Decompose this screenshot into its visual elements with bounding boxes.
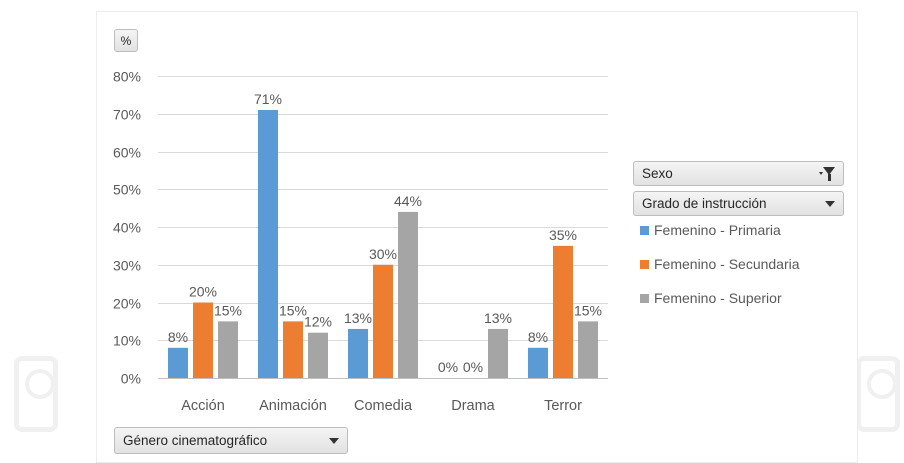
data-label: 71% [254, 91, 282, 107]
bar-acción-1 [168, 347, 188, 378]
dropdown-arrow-icon [819, 172, 823, 175]
chevron-down-icon [329, 437, 339, 444]
measure-field-label: % [120, 33, 132, 48]
data-label: 12% [304, 314, 332, 330]
data-label: 0% [463, 359, 483, 375]
data-label: 35% [549, 227, 577, 243]
y-tick-label: 30% [113, 258, 141, 274]
y-tick-label: 40% [113, 220, 141, 236]
bar-terror-2 [553, 245, 573, 378]
y-tick-label: 20% [113, 296, 141, 312]
x-tick-label: Animación [259, 398, 327, 414]
filter-icon [823, 167, 835, 181]
filter-field-button-sexo[interactable]: Sexo [633, 161, 844, 186]
filter-field-label: Sexo [642, 166, 673, 181]
legend-field-button-grado[interactable]: Grado de instrucción [633, 191, 844, 216]
x-tick-label: Comedia [354, 398, 413, 414]
y-axis-ticks: 0% 10% 20% 30% 40% 50% 60% 70% 80% [113, 69, 141, 387]
legend-swatch [640, 259, 649, 269]
y-tick-label: 0% [121, 371, 141, 387]
y-tick-label: 80% [113, 69, 141, 85]
x-axis-ticks: Acción Animación Comedia Drama Terror [181, 398, 582, 414]
data-label: 8% [168, 329, 188, 345]
data-label: 13% [484, 310, 512, 326]
bar-animación-3 [308, 332, 328, 378]
y-tick-label: 10% [113, 333, 141, 349]
axis-field-label: Género cinematográfico [123, 433, 268, 448]
data-label: 44% [394, 193, 422, 209]
data-label: 8% [528, 329, 548, 345]
legend-field-label: Grado de instrucción [642, 196, 767, 211]
x-tick-label: Acción [181, 398, 225, 414]
axis-field-button-genero[interactable]: Género cinematográfico [114, 427, 348, 454]
data-label: 0% [438, 359, 458, 375]
legend-item: Femenino - Secundaria [640, 256, 800, 272]
data-label: 30% [369, 246, 397, 262]
x-tick-label: Terror [544, 398, 582, 414]
bar-comedia-1 [348, 328, 368, 378]
chart-panel [96, 11, 858, 463]
legend-label: Femenino - Superior [654, 290, 782, 306]
x-tick-label: Drama [451, 398, 495, 414]
legend-label: Femenino - Secundaria [654, 256, 800, 272]
bar-animación-1 [258, 109, 278, 378]
bar-acción-2 [193, 302, 213, 378]
y-tick-label: 70% [113, 107, 141, 123]
watermark-right [856, 356, 900, 432]
data-labels: 8%20%15%71%15%12% 13%30%44%0% 0%13%8%35%15… [168, 91, 602, 375]
chevron-down-icon [825, 200, 835, 207]
bar-terror-3 [578, 321, 598, 378]
data-label: 13% [344, 310, 372, 326]
legend-swatch [640, 225, 649, 235]
data-label: 15% [214, 302, 242, 318]
legend-label: Femenino - Primaria [654, 222, 781, 238]
legend-swatch [640, 293, 649, 303]
bar-comedia-2 [373, 264, 393, 378]
bar-acción-3 [218, 321, 238, 378]
bar-drama-3 [488, 328, 508, 378]
y-tick-label: 60% [113, 145, 141, 161]
measure-field-button[interactable]: % [114, 29, 138, 52]
watermark-left [14, 356, 58, 432]
data-label: 15% [574, 302, 602, 318]
bar-animación-2 [283, 321, 303, 378]
data-label: 15% [279, 302, 307, 318]
bar-comedia-3 [398, 211, 418, 378]
legend-item: Femenino - Superior [640, 290, 782, 306]
bar-terror-1 [528, 347, 548, 378]
data-label: 20% [189, 284, 217, 300]
y-tick-label: 50% [113, 182, 141, 198]
legend-item: Femenino - Primaria [640, 222, 781, 238]
bars [168, 109, 598, 378]
